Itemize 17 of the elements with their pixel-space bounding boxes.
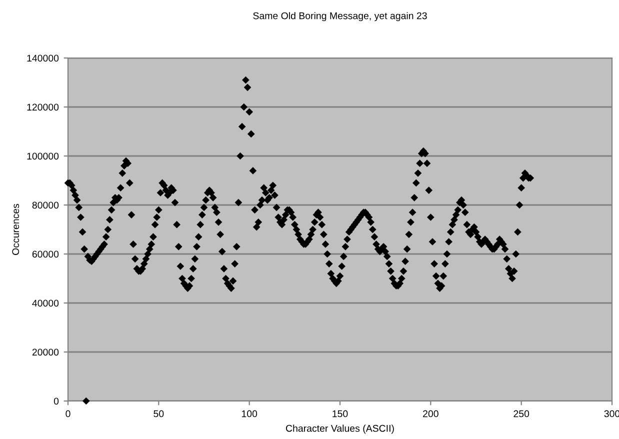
x-tick-label: 50	[154, 410, 164, 418]
y-tick-label: 120000	[27, 104, 59, 111]
y-tick-label: 0	[54, 398, 59, 405]
y-axis-title: Occurences	[12, 204, 20, 255]
x-tick-label: 250	[514, 410, 530, 418]
x-tick-label: 0	[66, 410, 70, 418]
x-tick-label: 100	[242, 410, 258, 418]
x-axis-title: Character Values (ASCII)	[286, 424, 394, 434]
y-tick-label: 40000	[32, 300, 59, 307]
y-tick-label: 140000	[27, 54, 59, 62]
x-tick-label: 200	[423, 410, 438, 418]
y-tick-label: 60000	[32, 250, 59, 258]
x-tick-label: 150	[332, 410, 348, 418]
y-tick-label: 20000	[32, 348, 59, 356]
y-tick-label: 80000	[32, 202, 59, 209]
chart-title: Same Old Boring Message, yet again 23	[253, 12, 427, 22]
y-tick-label: 100000	[27, 152, 59, 160]
